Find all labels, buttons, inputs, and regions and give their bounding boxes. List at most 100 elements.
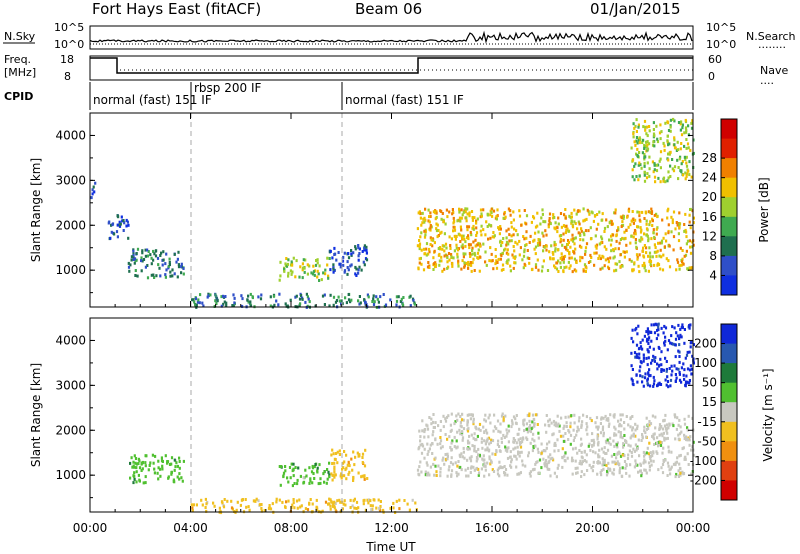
echo-cell	[643, 144, 646, 147]
echo-cell	[637, 470, 640, 474]
echo-cell	[447, 252, 451, 255]
echo-cell	[685, 242, 688, 246]
echo-cell	[584, 252, 587, 256]
echo-cell	[486, 212, 489, 216]
echo-cell	[473, 468, 476, 472]
echo-cell	[503, 465, 506, 468]
echo-cell	[345, 453, 348, 457]
echo-cell	[565, 224, 568, 228]
echo-cell	[453, 435, 456, 439]
echo-cell	[666, 120, 669, 124]
echo-cell	[635, 175, 638, 178]
echo-cell	[610, 454, 613, 458]
echo-cell	[447, 414, 450, 418]
echo-cell	[292, 468, 295, 472]
echo-cell	[603, 245, 606, 249]
echo-cell	[652, 354, 655, 358]
echo-cell	[639, 163, 642, 167]
echo-cell	[475, 459, 478, 463]
echo-cell	[669, 125, 672, 129]
echo-cell	[480, 214, 483, 218]
echo-cell	[255, 497, 258, 501]
echo-cell	[480, 440, 483, 444]
echo-cell	[268, 504, 271, 507]
echo-cell	[680, 142, 683, 145]
echo-cell	[560, 234, 563, 237]
echo-cell	[156, 471, 159, 475]
echo-cell	[509, 269, 512, 273]
echo-cell	[513, 227, 516, 231]
echo-cell	[168, 463, 172, 466]
echo-cell	[312, 264, 315, 268]
echo-cell	[497, 226, 500, 230]
echo-cell	[669, 384, 672, 388]
echo-cell	[657, 176, 660, 180]
echo-cell	[499, 466, 502, 470]
echo-cell	[338, 498, 341, 502]
echo-cell	[294, 466, 297, 469]
colorbar-segment	[721, 363, 737, 384]
echo-cell	[674, 227, 677, 231]
echo-cell	[645, 233, 648, 237]
echo-cell	[358, 453, 361, 457]
echo-cell	[634, 162, 637, 166]
echo-cell	[600, 218, 603, 222]
echo-cell	[665, 257, 668, 261]
echo-cell	[506, 259, 509, 263]
echo-cell	[372, 294, 375, 298]
echo-cell	[528, 423, 532, 427]
echo-cell	[649, 255, 652, 259]
x-tick-label: 00:00	[73, 521, 108, 535]
echo-cell	[348, 470, 351, 474]
echo-cell	[225, 304, 228, 308]
echo-cell	[532, 417, 535, 421]
echo-cell	[627, 207, 631, 211]
echo-cell	[585, 422, 588, 426]
echo-cell	[442, 456, 445, 460]
echo-cell	[471, 414, 474, 418]
echo-cell	[471, 249, 474, 253]
echo-cell	[561, 456, 564, 460]
echo-cell	[336, 461, 339, 465]
echo-cell	[478, 453, 481, 457]
echo-cell	[549, 222, 552, 226]
echo-cell	[489, 246, 492, 250]
echo-cell	[420, 470, 423, 474]
echo-cell	[484, 413, 487, 417]
echo-cell	[355, 267, 358, 271]
echo-cell	[650, 459, 653, 463]
echo-cell	[542, 457, 545, 461]
echo-cell	[177, 263, 180, 267]
echo-cell	[473, 432, 476, 436]
echo-cell	[418, 247, 421, 251]
echo-cell	[575, 269, 578, 273]
echo-cell	[626, 215, 629, 219]
echo-cell	[333, 457, 336, 461]
echo-cell	[487, 416, 490, 420]
echo-cell	[601, 241, 604, 244]
echo-cell	[683, 417, 686, 421]
echo-cell	[579, 233, 582, 237]
echo-cell	[586, 208, 589, 212]
echo-cell	[557, 216, 560, 220]
echo-cell	[496, 208, 499, 212]
echo-cell	[580, 462, 583, 466]
echo-cell	[625, 250, 628, 254]
echo-cell	[613, 269, 616, 273]
echo-cell	[583, 459, 586, 462]
echo-cell	[505, 243, 508, 247]
echo-cell	[398, 498, 401, 502]
echo-cell	[477, 248, 480, 252]
echo-cell	[683, 254, 686, 258]
echo-cell	[668, 468, 671, 472]
echo-cell	[558, 424, 561, 428]
velocity-y-label: Slant Range [km]	[29, 363, 43, 467]
echo-cell	[456, 430, 459, 434]
echo-cell	[683, 155, 686, 159]
echo-cell	[668, 265, 672, 269]
echo-cell	[581, 420, 584, 424]
echo-cell	[603, 230, 606, 233]
echo-cell	[132, 253, 135, 257]
echo-cell	[563, 266, 566, 270]
echo-cell	[423, 430, 426, 434]
